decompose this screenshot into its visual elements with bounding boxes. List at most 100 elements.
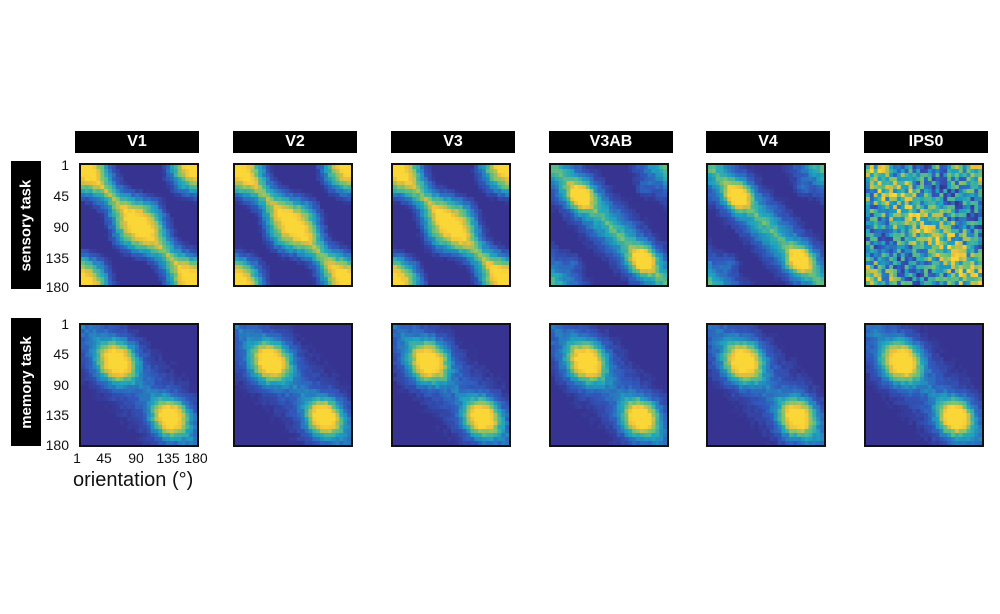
- heatmap-cell: [609, 229, 614, 234]
- heatmap-cell: [632, 193, 637, 198]
- heatmap-cell: [735, 193, 740, 198]
- heatmap-cell: [808, 185, 813, 190]
- heatmap-cell: [636, 277, 641, 282]
- heatmap-cell: [758, 261, 763, 266]
- heatmap-cell: [458, 221, 464, 226]
- heatmap-cell: [609, 173, 614, 178]
- heatmap-cell: [142, 229, 148, 234]
- heatmap-cell: [574, 229, 579, 234]
- heatmap-cell: [470, 273, 475, 278]
- heatmap-cell: [624, 213, 629, 218]
- heatmap-cell: [812, 273, 817, 278]
- heatmap-cell: [416, 265, 421, 270]
- heatmap-cell: [189, 233, 194, 238]
- heatmap-cell: [412, 201, 417, 206]
- heatmap-cell: [578, 233, 583, 238]
- heatmap-cell: [620, 173, 626, 178]
- heatmap-cell: [458, 245, 464, 250]
- heatmap-cell: [131, 233, 136, 238]
- heatmap-cell: [258, 257, 263, 262]
- heatmap-cell: [505, 261, 509, 266]
- heatmap-cell: [889, 221, 894, 226]
- heatmap-cell: [408, 257, 413, 262]
- heatmap-cell: [427, 241, 433, 246]
- heatmap-cell: [808, 177, 813, 182]
- heatmap-cell: [173, 181, 179, 186]
- heatmap-cell: [632, 221, 637, 226]
- heatmap-cell: [185, 273, 190, 278]
- heatmap-cell: [347, 181, 351, 186]
- heatmap-cell: [651, 197, 656, 202]
- heatmap-cell: [574, 269, 579, 274]
- heatmap-cell: [663, 249, 667, 254]
- heatmap-cell: [628, 217, 633, 222]
- heatmap-cell: [708, 189, 713, 194]
- heatmap-cell: [443, 237, 448, 242]
- heatmap-cell: [111, 257, 117, 262]
- heatmap-cell: [731, 237, 736, 242]
- heatmap-cell: [331, 217, 337, 222]
- heatmap-cell: [104, 189, 109, 194]
- heatmap-cell: [574, 249, 579, 254]
- heatmap-cell: [238, 241, 244, 246]
- heatmap-cell: [462, 281, 468, 285]
- heatmap-cell: [912, 225, 917, 230]
- heatmap-cell: [119, 233, 125, 238]
- heatmap-cell: [181, 189, 186, 194]
- heatmap-cell: [193, 197, 197, 202]
- heatmap-cell: [812, 257, 817, 262]
- heatmap-cell: [742, 173, 748, 178]
- heatmap-cell: [812, 209, 817, 214]
- heatmap-cell: [570, 221, 575, 226]
- heatmap-cell: [104, 173, 109, 178]
- heatmap-cell: [738, 205, 744, 210]
- heatmap-cell: [427, 177, 433, 182]
- heatmap-cell: [135, 181, 140, 186]
- heatmap-cell: [663, 213, 667, 218]
- heatmap-cell: [738, 189, 744, 194]
- heatmap-cell: [169, 245, 175, 250]
- heatmap-cell: [258, 217, 263, 222]
- heatmap-cell: [659, 169, 664, 174]
- heatmap-cell: [142, 177, 148, 182]
- heatmap-cell: [173, 233, 179, 238]
- heatmap-cell: [238, 273, 244, 278]
- heatmap-cell: [396, 217, 402, 222]
- heatmap-cell: [869, 221, 875, 226]
- heatmap-cell: [312, 229, 317, 234]
- heatmap-cell: [974, 189, 979, 194]
- heatmap-cell: [624, 261, 629, 266]
- heatmap-cell: [169, 261, 175, 266]
- heatmap-cell: [754, 205, 759, 210]
- heatmap-cell: [81, 177, 86, 182]
- heatmap-cell: [785, 165, 790, 170]
- heatmap-cell: [558, 169, 564, 174]
- heatmap-cell: [119, 177, 125, 182]
- heatmap-cell: [177, 209, 183, 214]
- heatmap-cell: [769, 237, 775, 242]
- heatmap-cell: [127, 169, 132, 174]
- heatmap-cell: [289, 233, 294, 238]
- heatmap-cell: [447, 277, 452, 282]
- heatmap-cell: [951, 181, 956, 186]
- heatmap-cell: [478, 177, 483, 182]
- heatmap-cell: [877, 213, 883, 218]
- heatmap-cell: [735, 233, 740, 238]
- heatmap-cell: [439, 225, 444, 230]
- heatmap-cell: [796, 209, 802, 214]
- heatmap-cell: [111, 261, 117, 266]
- heatmap-cell: [620, 165, 626, 170]
- heatmap-cell: [505, 165, 509, 170]
- heatmap-cell: [605, 245, 610, 250]
- heatmap-cell: [478, 173, 483, 178]
- heatmap-cell: [470, 213, 475, 218]
- heatmap-cell: [735, 257, 740, 262]
- heatmap-cell: [146, 253, 152, 258]
- heatmap-cell: [408, 217, 413, 222]
- heatmap-cell: [647, 217, 653, 222]
- heatmap-cell: [820, 225, 824, 230]
- heatmap-cell: [400, 165, 406, 170]
- heatmap-cell: [497, 205, 502, 210]
- heatmap-cell: [420, 197, 425, 202]
- heatmap-cell: [166, 225, 171, 230]
